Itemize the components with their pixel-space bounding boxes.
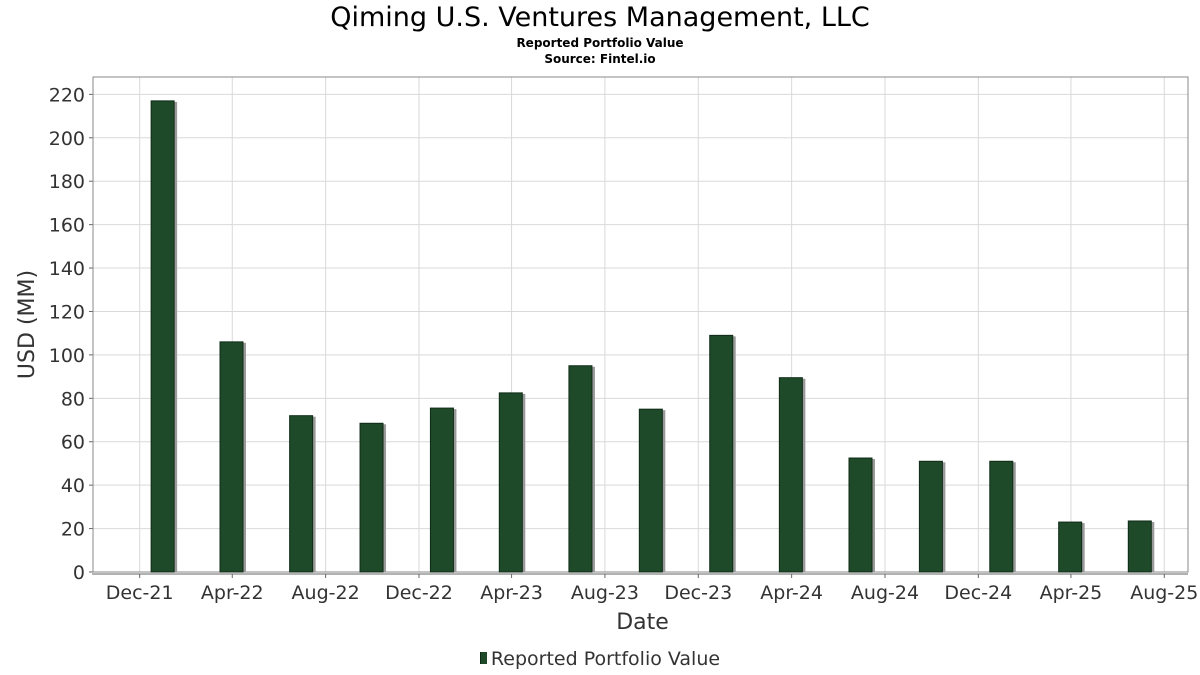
legend-label: Reported Portfolio Value bbox=[490, 648, 721, 670]
chart-subtitle: Reported Portfolio Value bbox=[516, 36, 684, 50]
bar bbox=[498, 392, 523, 573]
x-tick-label: Aug-22 bbox=[292, 582, 360, 604]
bar bbox=[638, 408, 663, 573]
x-tick-label: Dec-23 bbox=[664, 582, 732, 604]
y-tick-label: 80 bbox=[61, 388, 85, 410]
x-tick-label: Dec-24 bbox=[944, 582, 1012, 604]
bar bbox=[848, 457, 873, 573]
y-tick-label: 220 bbox=[49, 84, 85, 106]
x-axis-title: Date bbox=[616, 610, 669, 635]
bar bbox=[918, 460, 943, 573]
chart-source: Source: Fintel.io bbox=[544, 52, 656, 66]
x-tick-label: Aug-25 bbox=[1130, 582, 1198, 604]
bar bbox=[1127, 520, 1152, 573]
bar bbox=[150, 100, 175, 573]
y-tick-label: 0 bbox=[73, 562, 85, 584]
y-tick-label: 100 bbox=[49, 345, 85, 367]
legend-swatch bbox=[479, 652, 487, 664]
bar bbox=[1058, 521, 1083, 573]
x-tick-label: Dec-21 bbox=[106, 582, 174, 604]
y-tick-label: 60 bbox=[61, 432, 85, 454]
x-tick-label: Apr-25 bbox=[1040, 582, 1103, 604]
chart-legend: Reported Portfolio Value bbox=[0, 648, 1200, 670]
chart-title: Qiming U.S. Ventures Management, LLC bbox=[330, 2, 870, 33]
bar bbox=[289, 415, 314, 573]
x-tick-label: Apr-22 bbox=[201, 582, 264, 604]
bar bbox=[709, 334, 734, 573]
y-tick-label: 140 bbox=[49, 258, 85, 280]
bar bbox=[429, 407, 454, 573]
x-tick-label: Apr-23 bbox=[480, 582, 543, 604]
bar bbox=[989, 460, 1014, 573]
bar bbox=[778, 377, 803, 573]
x-tick-label: Dec-22 bbox=[385, 582, 453, 604]
bar-chart: 0 20 40 60 80 100 120 140 160 180 200 220 Dec-21 Apr-… bbox=[15, 76, 1198, 635]
bar bbox=[568, 365, 593, 573]
x-tick-label: Aug-23 bbox=[571, 582, 639, 604]
x-tick-label: Apr-24 bbox=[760, 582, 823, 604]
bar bbox=[359, 422, 384, 573]
y-axis-title: USD (MM) bbox=[15, 270, 40, 379]
y-tick-label: 200 bbox=[49, 128, 85, 150]
y-tick-label: 160 bbox=[49, 215, 85, 237]
x-tick-label: Aug-24 bbox=[851, 582, 919, 604]
y-tick-label: 120 bbox=[49, 301, 85, 323]
y-tick-label: 180 bbox=[49, 171, 85, 193]
bar bbox=[219, 341, 244, 573]
y-tick-label: 40 bbox=[61, 475, 85, 497]
y-tick-label: 20 bbox=[61, 519, 85, 541]
